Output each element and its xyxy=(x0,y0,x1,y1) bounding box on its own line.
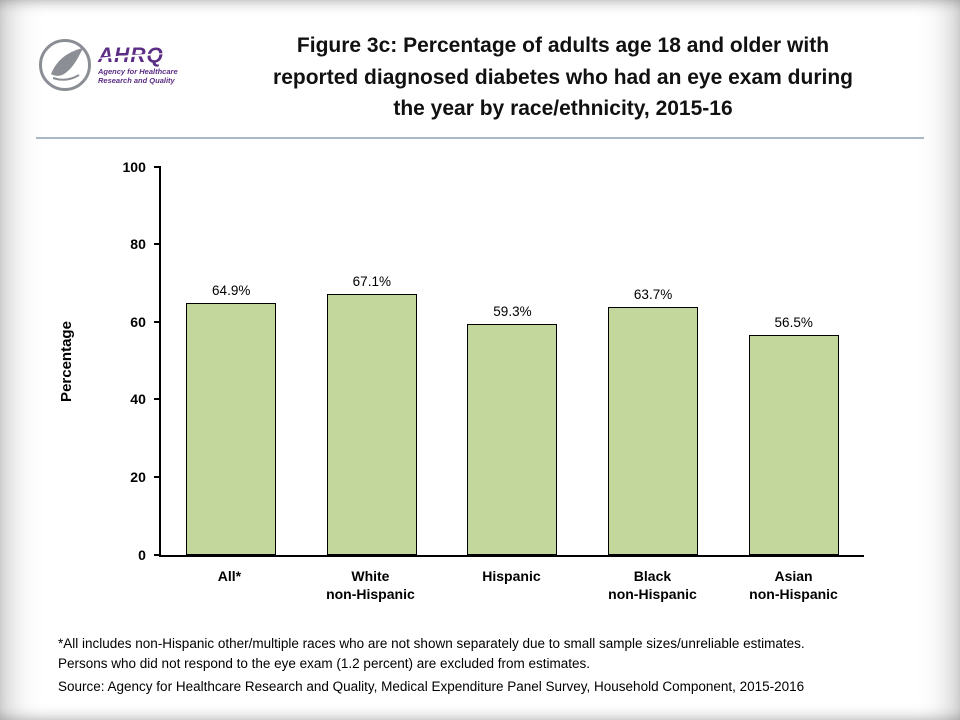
y-tick-label: 80 xyxy=(130,236,146,253)
y-axis-tick: 0 xyxy=(109,547,161,563)
bar-1 xyxy=(326,294,417,555)
hhs-seal-icon xyxy=(39,39,91,91)
y-tick-mark xyxy=(153,165,161,168)
bar-0 xyxy=(186,302,277,555)
footnote-line2: Persons who did not respond to the eye e… xyxy=(58,655,591,671)
y-axis-tick: 60 xyxy=(109,314,161,330)
bar-value-label: 59.3% xyxy=(493,304,532,320)
y-tick-label: 0 xyxy=(138,546,146,563)
y-tick-label: 100 xyxy=(122,158,146,175)
plot-area: 0 20 40 60 80 100 64.9% 67.1% 59.3% 63.7% 56.5% xyxy=(123,159,864,563)
y-tick-mark xyxy=(153,243,161,246)
y-axis-title: Percentage xyxy=(57,321,75,402)
plot-wrap: 0 20 40 60 80 100 64.9% 67.1% 59.3% 63.7% 56.5% Al… xyxy=(107,159,864,605)
bar-value-label: 64.9% xyxy=(212,282,251,298)
y-tick-mark xyxy=(153,398,161,401)
ahrq-tagline-line2: Research and Quality xyxy=(98,76,175,86)
bar-2 xyxy=(467,324,558,555)
x-axis-labels: All* White non-Hispanic Hispanic Black non-Hi… xyxy=(159,567,864,605)
header: AHRQ Agency for Healthcare Research and … xyxy=(0,0,960,125)
y-axis-tick: 20 xyxy=(109,469,161,485)
footnote-line1: *All includes non-Hispanic other/multipl… xyxy=(58,636,805,652)
bar-4 xyxy=(748,335,839,555)
footnotes: *All includes non-Hispanic other/multipl… xyxy=(0,604,960,697)
bar-value-label: 56.5% xyxy=(774,315,813,331)
ahrq-tagline-line1: Agency for Healthcare xyxy=(98,66,178,76)
y-tick-label: 60 xyxy=(130,313,146,330)
y-axis-tick: 100 xyxy=(109,159,161,175)
ahrq-wordmark: AHRQ xyxy=(98,43,164,67)
bar-3 xyxy=(608,307,699,555)
ahrq-logo-text: AHRQ Agency for Healthcare Research and … xyxy=(98,43,178,86)
bar-column: 64.9% xyxy=(161,167,302,555)
y-axis-tick: 40 xyxy=(109,391,161,407)
x-category-label: Hispanic xyxy=(482,567,541,584)
bar-column: 63.7% xyxy=(583,167,724,555)
figure-title-line3: the year by race/ethnicity, 2015-16 xyxy=(393,97,733,120)
y-tick-mark xyxy=(153,553,161,556)
figure-title: Figure 3c: Percentage of adults age 18 a… xyxy=(206,30,930,125)
y-axis-title-wrap: Percentage xyxy=(26,167,107,557)
x-category-label: Asian non-Hispanic xyxy=(749,567,838,603)
x-category-label: All* xyxy=(217,567,242,584)
figure-title-line2: reported diagnosed diabetes who had an e… xyxy=(273,65,853,89)
y-tick-mark xyxy=(153,475,161,478)
x-category-label: White non-Hispanic xyxy=(326,567,415,603)
bar-column: 56.5% xyxy=(723,167,864,555)
y-axis-tick: 80 xyxy=(109,236,161,252)
y-tick-label: 40 xyxy=(130,391,146,408)
y-tick-mark xyxy=(153,320,161,323)
bar-value-label: 67.1% xyxy=(352,274,391,290)
bar-value-label: 63.7% xyxy=(633,287,673,303)
x-category-label: Black non-Hispanic xyxy=(608,567,697,603)
figure-title-line1: Figure 3c: Percentage of adults age 18 a… xyxy=(296,34,830,57)
bar-column: 67.1% xyxy=(302,167,443,555)
ahrq-logo: AHRQ Agency for Healthcare Research and … xyxy=(38,38,206,92)
bar-column: 59.3% xyxy=(442,167,583,555)
source-note: Source: Agency for Healthcare Research a… xyxy=(58,679,805,695)
bar-chart: Percentage 0 20 40 60 80 100 64.9% 67.1% 59.3% 63… xyxy=(0,139,960,605)
y-tick-label: 20 xyxy=(130,468,146,485)
header-divider xyxy=(36,136,924,139)
